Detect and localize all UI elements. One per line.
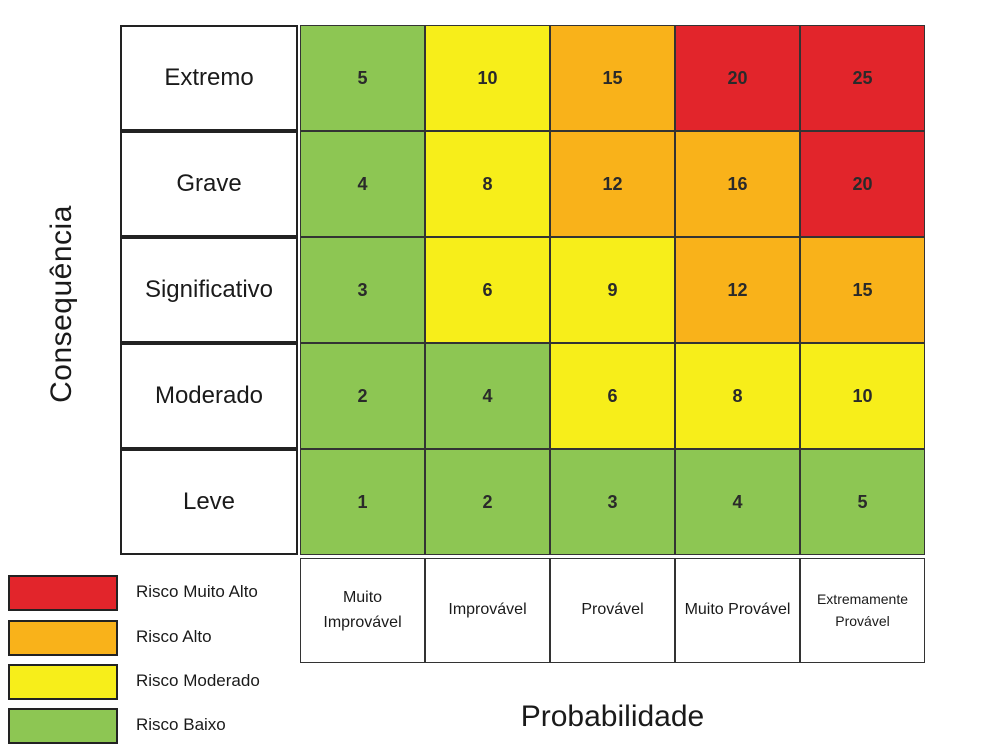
matrix-cell: 8 (675, 343, 800, 449)
matrix-cell: 3 (550, 449, 675, 555)
matrix-cell: 5 (800, 449, 925, 555)
matrix-cell: 15 (800, 237, 925, 343)
row-label-2: Significativo (120, 237, 298, 343)
matrix-cell: 1 (300, 449, 425, 555)
matrix-cell: 20 (675, 25, 800, 131)
column-label-2: Provável (550, 558, 675, 663)
legend-label: Risco Muito Alto (136, 582, 258, 601)
matrix-cell: 10 (800, 343, 925, 449)
legend-swatch (8, 575, 118, 611)
matrix-cell: 6 (550, 343, 675, 449)
matrix-cell: 10 (425, 25, 550, 131)
column-label-1: Improvável (425, 558, 550, 663)
matrix-cell: 2 (300, 343, 425, 449)
legend-label: Risco Moderado (136, 671, 260, 690)
matrix-cell: 2 (425, 449, 550, 555)
legend-label: Risco Baixo (136, 715, 226, 734)
matrix-cell: 15 (550, 25, 675, 131)
legend-swatch (8, 620, 118, 656)
matrix-cell: 20 (800, 131, 925, 237)
matrix-cell: 12 (550, 131, 675, 237)
matrix-cell: 9 (550, 237, 675, 343)
matrix-cell: 8 (425, 131, 550, 237)
matrix-cell: 16 (675, 131, 800, 237)
legend-swatch (8, 664, 118, 700)
y-axis-label: Consequência (45, 205, 78, 403)
matrix-cell: 3 (300, 237, 425, 343)
row-label-1: Grave (120, 131, 298, 237)
row-label-3: Moderado (120, 343, 298, 449)
column-label-4: Extremamente Provável (800, 558, 925, 663)
matrix-cell: 5 (300, 25, 425, 131)
matrix-cell: 6 (425, 237, 550, 343)
matrix-cell: 12 (675, 237, 800, 343)
matrix-cell: 4 (425, 343, 550, 449)
column-label-3: Muito Provável (675, 558, 800, 663)
matrix-cell: 25 (800, 25, 925, 131)
matrix-cell: 4 (300, 131, 425, 237)
legend-label: Risco Alto (136, 627, 212, 646)
row-label-0: Extremo (120, 25, 298, 131)
matrix-cell: 4 (675, 449, 800, 555)
x-axis-label: Probabilidade (520, 700, 705, 733)
column-label-0: Muito Improvável (300, 558, 425, 663)
row-label-4: Leve (120, 449, 298, 555)
legend-swatch (8, 708, 118, 744)
